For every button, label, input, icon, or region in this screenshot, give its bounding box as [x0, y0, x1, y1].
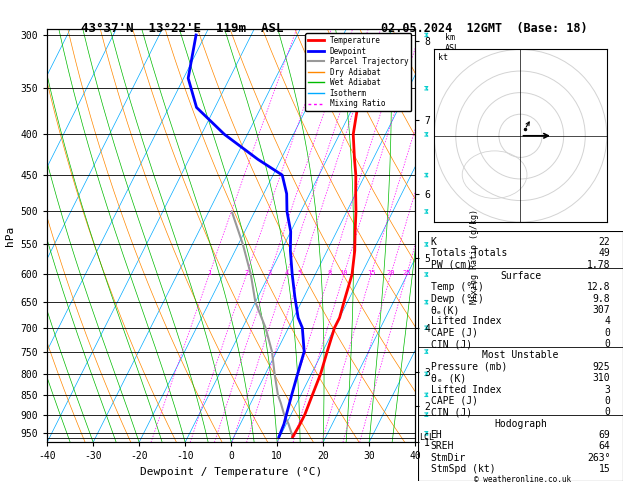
Text: LCL: LCL — [419, 434, 434, 442]
X-axis label: Dewpoint / Temperature (°C): Dewpoint / Temperature (°C) — [140, 467, 322, 477]
Text: 5: 5 — [298, 270, 302, 276]
Text: 43°37'N  13°22'E  119m  ASL: 43°37'N 13°22'E 119m ASL — [81, 22, 284, 35]
Text: CIN (J): CIN (J) — [430, 407, 472, 417]
Text: 307: 307 — [593, 305, 611, 315]
Text: 25: 25 — [403, 270, 411, 276]
Text: 3: 3 — [267, 270, 272, 276]
Text: SREH: SREH — [430, 441, 454, 451]
Text: 69: 69 — [599, 430, 611, 440]
Y-axis label: hPa: hPa — [5, 226, 15, 246]
Text: θₑ (K): θₑ (K) — [430, 373, 466, 383]
Text: Lifted Index: Lifted Index — [430, 316, 501, 327]
Text: 10: 10 — [340, 270, 348, 276]
Text: PW (cm): PW (cm) — [430, 260, 472, 270]
Text: Surface: Surface — [500, 271, 541, 281]
Text: Dewp (°C): Dewp (°C) — [430, 294, 484, 304]
Legend: Temperature, Dewpoint, Parcel Trajectory, Dry Adiabat, Wet Adiabat, Isotherm, Mi: Temperature, Dewpoint, Parcel Trajectory… — [305, 33, 411, 111]
Text: 49: 49 — [599, 248, 611, 258]
Text: θₑ(K): θₑ(K) — [430, 305, 460, 315]
Text: kt: kt — [438, 53, 448, 62]
Text: 22: 22 — [599, 237, 611, 247]
Text: 12.8: 12.8 — [587, 282, 611, 293]
Text: 1: 1 — [207, 270, 211, 276]
Text: 263°: 263° — [587, 453, 611, 463]
Text: Mixing Ratio (g/kg): Mixing Ratio (g/kg) — [470, 209, 479, 304]
Text: 310: 310 — [593, 373, 611, 383]
Text: Pressure (mb): Pressure (mb) — [430, 362, 507, 372]
Text: StmSpd (kt): StmSpd (kt) — [430, 464, 495, 474]
Text: 0: 0 — [604, 339, 611, 349]
Text: Totals Totals: Totals Totals — [430, 248, 507, 258]
Text: K: K — [430, 237, 437, 247]
Text: 4: 4 — [284, 270, 289, 276]
Text: Lifted Index: Lifted Index — [430, 384, 501, 395]
Text: 9.8: 9.8 — [593, 294, 611, 304]
Text: 8: 8 — [327, 270, 331, 276]
Text: EH: EH — [430, 430, 442, 440]
Text: 2: 2 — [244, 270, 248, 276]
Text: Most Unstable: Most Unstable — [482, 350, 559, 361]
Text: 4: 4 — [604, 316, 611, 327]
Text: 925: 925 — [593, 362, 611, 372]
Text: 0: 0 — [604, 328, 611, 338]
Text: 15: 15 — [367, 270, 376, 276]
Text: Hodograph: Hodograph — [494, 418, 547, 429]
Text: 0: 0 — [604, 407, 611, 417]
Text: km
ASL: km ASL — [445, 34, 460, 52]
Text: 02.05.2024  12GMT  (Base: 18): 02.05.2024 12GMT (Base: 18) — [381, 22, 587, 35]
Text: 64: 64 — [599, 441, 611, 451]
Text: 0: 0 — [604, 396, 611, 406]
Text: CAPE (J): CAPE (J) — [430, 396, 477, 406]
Text: 15: 15 — [599, 464, 611, 474]
Text: CAPE (J): CAPE (J) — [430, 328, 477, 338]
Text: CIN (J): CIN (J) — [430, 339, 472, 349]
Text: © weatheronline.co.uk: © weatheronline.co.uk — [474, 474, 571, 484]
Text: Temp (°C): Temp (°C) — [430, 282, 484, 293]
Text: StmDir: StmDir — [430, 453, 466, 463]
Text: 20: 20 — [387, 270, 395, 276]
Text: 3: 3 — [604, 384, 611, 395]
Text: 1.78: 1.78 — [587, 260, 611, 270]
